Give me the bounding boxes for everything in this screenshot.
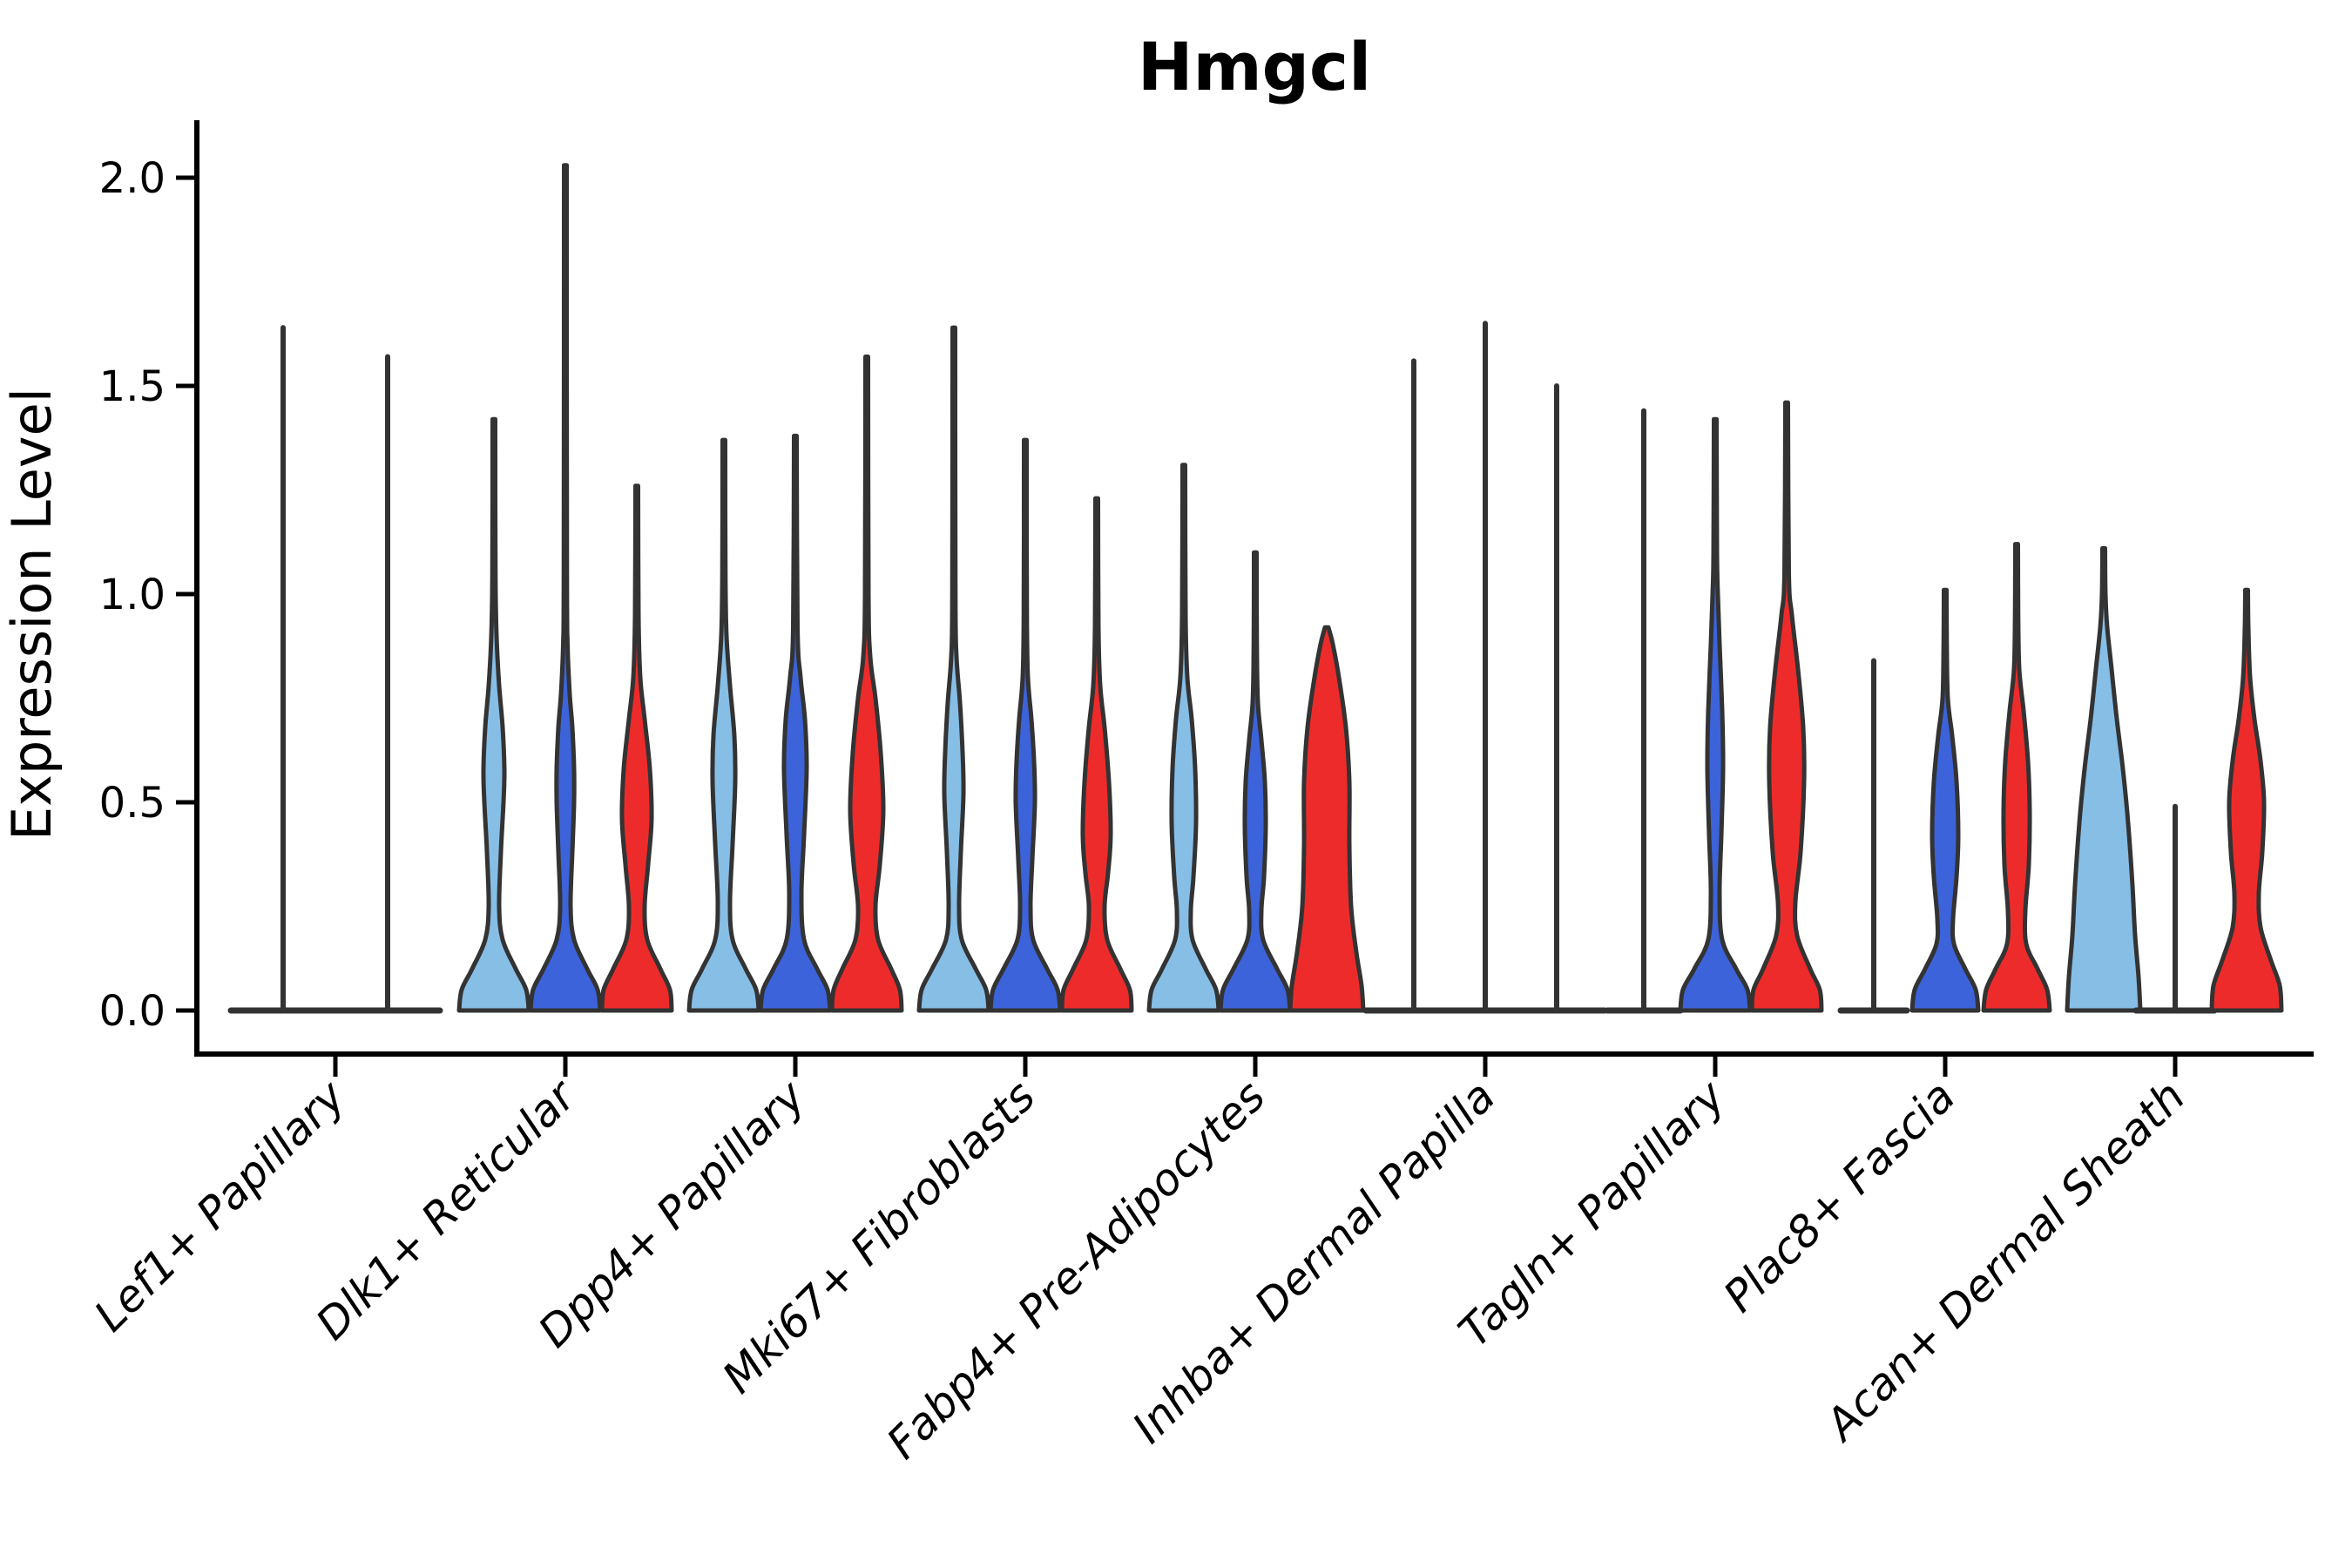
violin-body: [2209, 587, 2284, 1013]
violin-body: [1059, 496, 1134, 1013]
y-tick-label: 1.0: [99, 571, 166, 619]
chart-title: Hmgcl: [1138, 28, 1371, 105]
x-tick-label: Plac8+ Fascia: [1714, 1071, 1965, 1321]
violin-body: [1909, 587, 1981, 1013]
violin-body: [686, 437, 761, 1013]
violin-body: [1288, 625, 1366, 1013]
violin-body: [829, 355, 904, 1013]
violin-body: [988, 437, 1063, 1013]
y-tick-label: 1.5: [99, 362, 166, 411]
y-tick-label: 0.0: [99, 987, 166, 1036]
x-tick-label: Lef1+ Papillary: [84, 1070, 355, 1341]
violin-body: [1981, 542, 2052, 1013]
violin-body: [1218, 550, 1293, 1013]
x-tick-label: Fabp4+ Pre-Adipocytes: [877, 1071, 1275, 1469]
violin-body: [1749, 400, 1824, 1013]
violin-body: [528, 163, 603, 1013]
violin-body: [599, 483, 674, 1013]
y-axis-label: Expression Level: [0, 388, 64, 841]
y-tick-label: 0.5: [99, 779, 166, 828]
violin-body: [916, 325, 991, 1013]
violin-body: [1678, 416, 1753, 1013]
violins-layer: [227, 163, 2284, 1014]
y-tick-label: 2.0: [99, 154, 166, 203]
violin-body: [758, 433, 833, 1013]
x-tick-label: Inhba+ Dermal Papilla: [1123, 1071, 1504, 1452]
violin-body: [1146, 463, 1221, 1013]
violin-body: [2065, 545, 2143, 1013]
violin-body: [456, 416, 531, 1013]
